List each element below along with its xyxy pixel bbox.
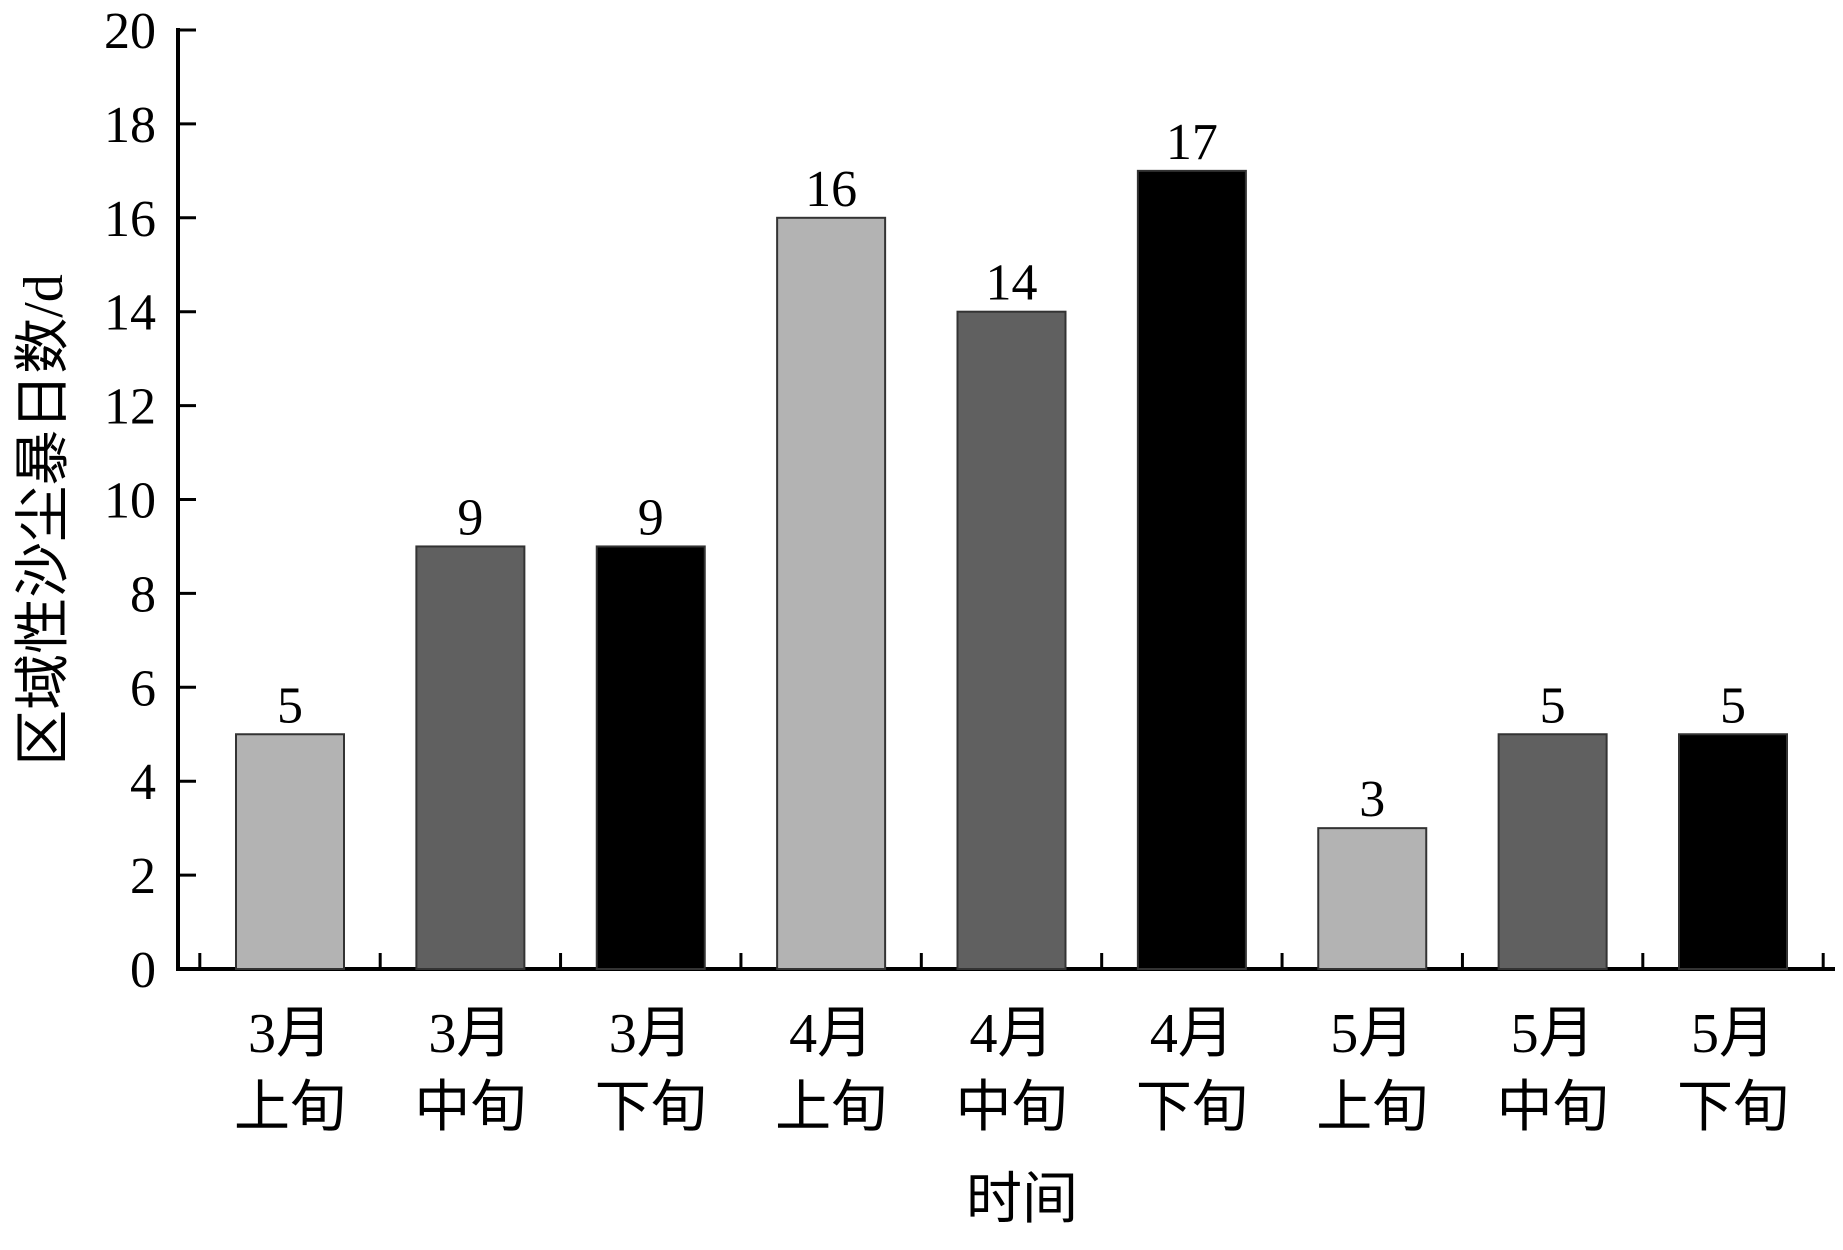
bar: [1317, 827, 1428, 971]
x-tick-label-month: 3月: [248, 1003, 332, 1065]
bar: [1136, 169, 1247, 971]
x-tick-label-month: 3月: [609, 1003, 693, 1065]
y-tick-label: 18: [104, 97, 156, 154]
y-tick-label: 4: [130, 754, 156, 811]
data-label: 5: [1540, 677, 1566, 734]
bar: [595, 545, 706, 970]
x-tick-label-period: 中旬: [414, 1077, 526, 1139]
bar: [776, 216, 887, 971]
x-tick-label-period: 上旬: [1316, 1077, 1428, 1139]
x-tick-label-period: 上旬: [234, 1077, 346, 1139]
x-tick-label-month: 3月: [428, 1003, 512, 1065]
data-label: 5: [277, 677, 303, 734]
y-tick-label: 0: [130, 942, 156, 999]
data-label: 16: [805, 161, 857, 218]
y-tick-label: 14: [104, 285, 156, 342]
bar: [235, 733, 345, 970]
data-label: 5: [1720, 677, 1746, 734]
y-tick-label: 2: [130, 848, 156, 905]
bars: [235, 169, 1788, 971]
x-tick-label-month: 4月: [1150, 1003, 1234, 1065]
y-tick-label: 8: [130, 566, 156, 623]
data-label: 9: [457, 489, 483, 546]
x-axis-title: 时间: [966, 1169, 1078, 1231]
data-label: 17: [1166, 114, 1218, 171]
x-tick-label-month: 5月: [1691, 1003, 1775, 1065]
x-tick-label-period: 中旬: [1497, 1077, 1609, 1139]
y-tick-label: 16: [104, 191, 156, 248]
x-tick-label-period: 下旬: [1677, 1077, 1789, 1139]
x-tick-label-period: 中旬: [956, 1077, 1068, 1139]
bar: [415, 545, 526, 970]
bar: [1678, 733, 1788, 970]
y-tick-label: 12: [104, 379, 156, 436]
x-tick-label-month: 4月: [970, 1003, 1054, 1065]
data-label: 9: [638, 489, 664, 546]
x-tick-label-month: 4月: [789, 1003, 873, 1065]
x-tick-label-period: 上旬: [775, 1077, 887, 1139]
y-axis-title: 区域性沙尘暴日数/d: [13, 274, 75, 766]
bar: [956, 310, 1067, 970]
data-label: 3: [1359, 771, 1385, 828]
y-tick-label: 10: [104, 473, 156, 530]
x-tick-label-period: 下旬: [595, 1077, 707, 1139]
bar: [1497, 733, 1608, 970]
x-tick-label-month: 5月: [1330, 1003, 1414, 1065]
x-tick-label-month: 5月: [1511, 1003, 1595, 1065]
x-tick-label-period: 下旬: [1136, 1077, 1248, 1139]
y-tick-label: 6: [130, 660, 156, 717]
data-label: 14: [986, 255, 1038, 312]
y-tick-label: 20: [104, 3, 156, 60]
